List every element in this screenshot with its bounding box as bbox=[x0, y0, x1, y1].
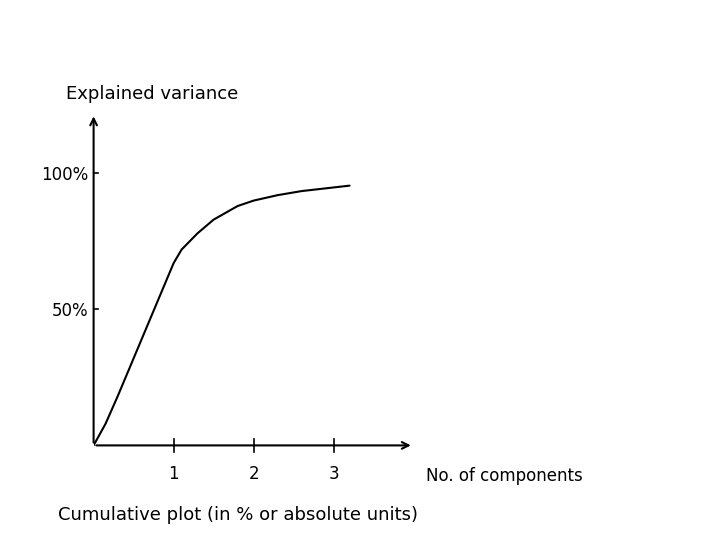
Text: Explained variance: Explained variance bbox=[66, 85, 238, 103]
Text: No. of components: No. of components bbox=[426, 467, 582, 485]
Text: Cumulative plot (in % or absolute units): Cumulative plot (in % or absolute units) bbox=[58, 506, 418, 524]
